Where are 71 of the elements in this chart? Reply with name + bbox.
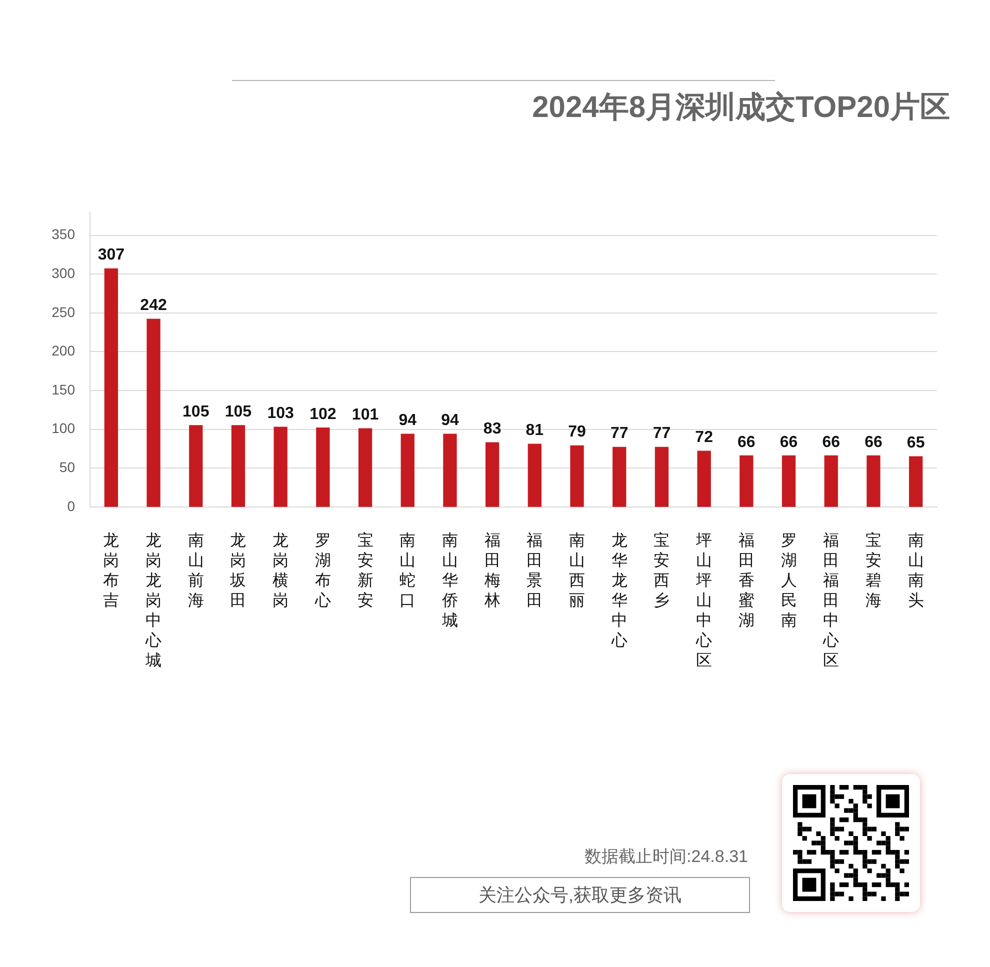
- data-label: 94: [441, 412, 459, 430]
- bar: [866, 455, 880, 507]
- data-label: 79: [568, 424, 586, 441]
- data-label: 83: [483, 420, 502, 438]
- x-tick-label: 宝安西乡: [654, 531, 670, 610]
- y-tick-label: 50: [59, 459, 76, 476]
- bar: [485, 442, 500, 507]
- data-label: 65: [906, 434, 925, 452]
- y-tick-label: 150: [52, 381, 76, 398]
- data-label: 77: [610, 425, 628, 442]
- x-tick-label: 龙岗横岗: [272, 531, 289, 610]
- bar: [146, 318, 160, 507]
- data-label: 103: [267, 405, 294, 422]
- y-tick-label: 200: [52, 342, 76, 359]
- x-tick-label: 南山前海: [188, 531, 204, 610]
- x-tick-label: 福田梅林: [483, 531, 500, 610]
- data-label: 105: [224, 403, 252, 420]
- data-label: 66: [822, 434, 840, 451]
- y-tick-label: 0: [67, 498, 76, 514]
- data-label: 94: [398, 412, 417, 430]
- x-tick-label: 龙岗龙岗中心城: [144, 531, 162, 670]
- x-tick-label: 龙岗坂田: [229, 531, 246, 610]
- bar: [104, 268, 118, 507]
- bar: [189, 425, 203, 507]
- bar: [908, 456, 923, 507]
- data-label: 307: [98, 246, 125, 264]
- x-tick-label: 罗湖人民南: [780, 532, 797, 630]
- bar: [400, 434, 414, 507]
- y-tick-label: 300: [52, 264, 76, 281]
- bar: [740, 455, 754, 507]
- bar: [231, 425, 246, 507]
- x-tick-label: 南山华侨城: [440, 531, 458, 630]
- bar: [316, 427, 330, 507]
- x-tick-label: 福田景田: [526, 531, 543, 610]
- y-tick-label: 250: [52, 304, 76, 320]
- x-tick-label: 坪山坪山中心区: [695, 532, 712, 670]
- y-tick-label: 100: [52, 420, 76, 436]
- bar: [697, 450, 711, 507]
- data-label: 105: [182, 403, 210, 420]
- x-tick-label: 福田福田中心区: [822, 531, 840, 670]
- x-tick-label: 宝安碧海: [865, 531, 882, 610]
- x-tick-label: 福田香蜜湖: [738, 531, 754, 630]
- bar: [570, 445, 584, 507]
- x-tick-label: 罗湖布心: [314, 532, 331, 610]
- data-label: 81: [526, 422, 544, 440]
- y-tick-label: 350: [52, 226, 76, 242]
- x-tick-label: 南山西丽: [569, 531, 586, 610]
- bar: [612, 446, 626, 507]
- data-label: 101: [352, 406, 379, 424]
- bar: [274, 426, 288, 507]
- x-tick-label: 南山蛇口: [400, 531, 416, 610]
- bar: [443, 434, 457, 507]
- x-tick-label: 南山南头: [908, 531, 924, 610]
- data-label: 102: [310, 406, 336, 423]
- x-tick-label: 龙华龙华中心: [610, 531, 628, 650]
- bar: [824, 455, 838, 507]
- data-label: 66: [864, 434, 882, 451]
- x-tick-label: 龙岗布吉: [103, 531, 120, 610]
- bar: [528, 444, 542, 507]
- data-label: 66: [738, 434, 756, 451]
- x-tick-label: 宝安新安: [357, 531, 374, 610]
- data-label: 242: [140, 297, 167, 314]
- text: 数据截止时间:24.8.31: [584, 846, 748, 868]
- bar: [654, 446, 669, 507]
- bar: [358, 428, 372, 507]
- data-label: 72: [695, 429, 714, 446]
- data-label: 66: [780, 434, 798, 451]
- text: 关注公众号,获取更多资讯: [410, 877, 750, 913]
- bar: [782, 455, 796, 507]
- chart-title: 2024年8月深圳成交TOP20片区: [532, 91, 950, 125]
- data-label: 77: [652, 425, 671, 442]
